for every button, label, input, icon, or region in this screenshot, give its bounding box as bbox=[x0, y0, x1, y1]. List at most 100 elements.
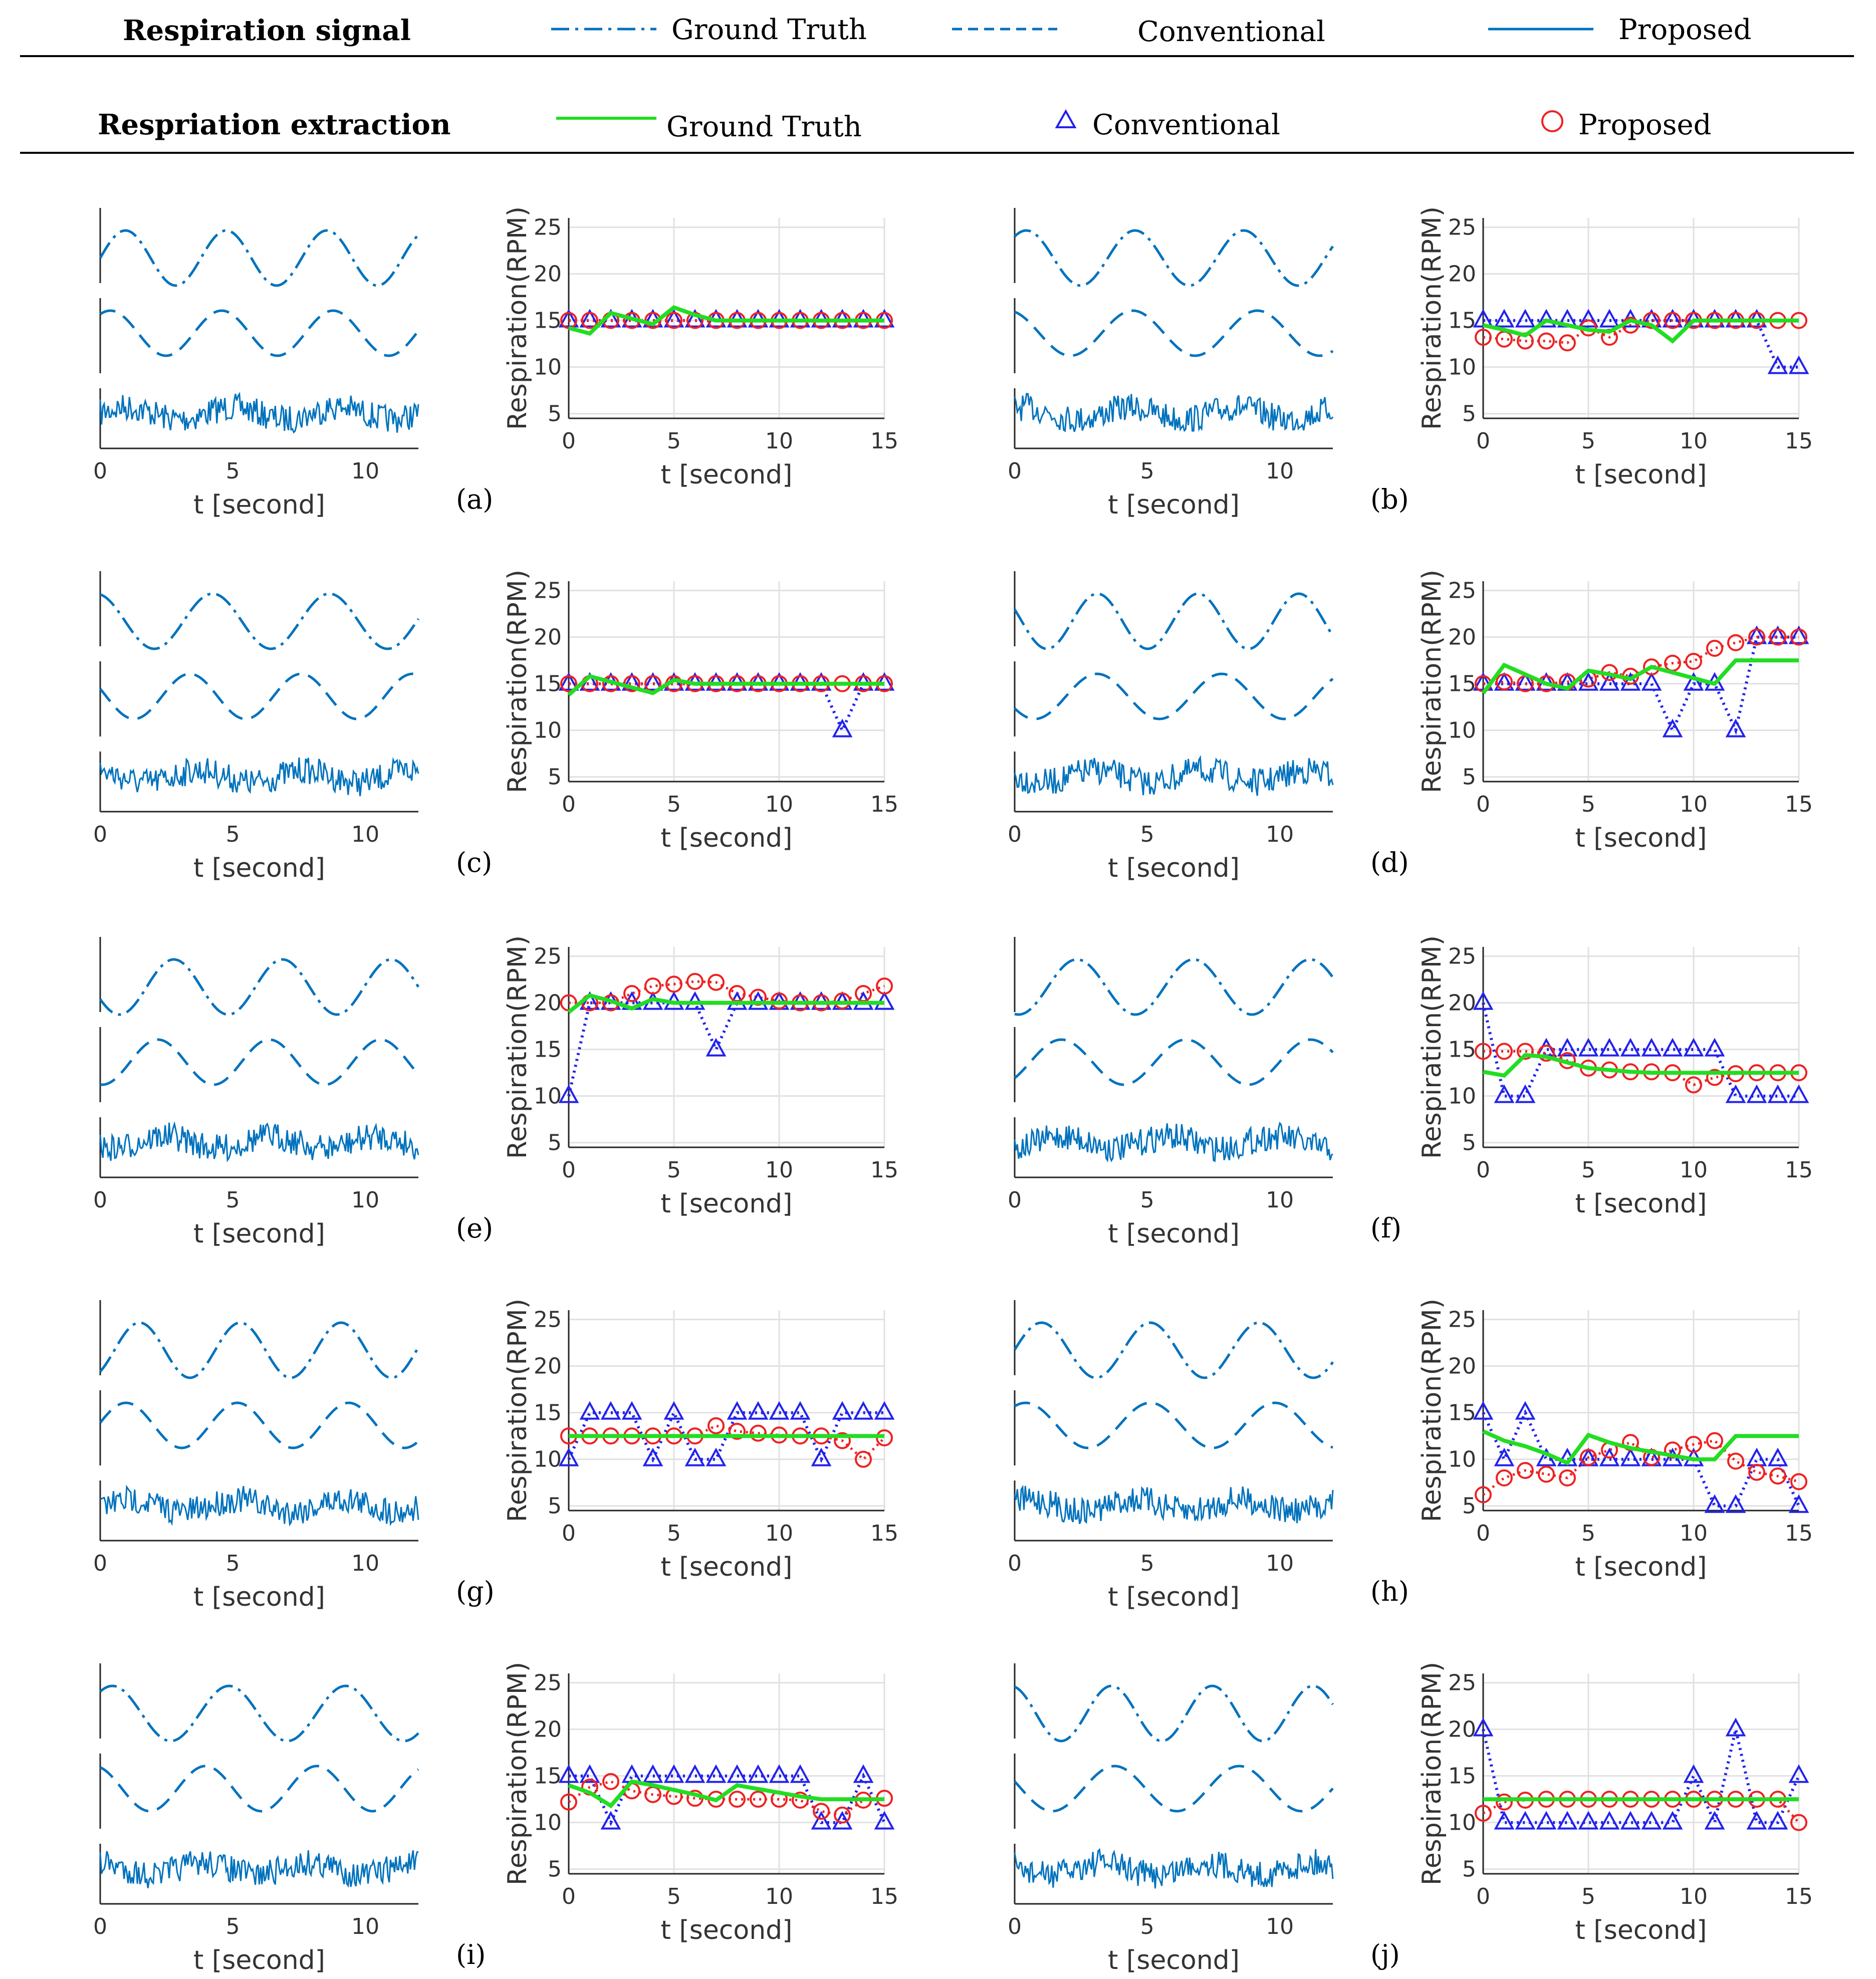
conventional-point bbox=[1641, 1811, 1662, 1830]
y-tick-label: 15 bbox=[1448, 1037, 1476, 1063]
signal-proposed-line bbox=[99, 392, 419, 434]
proposed-point bbox=[1538, 1465, 1555, 1483]
signal-x-tick-label: 5 bbox=[226, 822, 240, 847]
conventional-point bbox=[1746, 1447, 1767, 1466]
signal-proposed-line bbox=[99, 757, 419, 797]
y-tick-label: 5 bbox=[548, 765, 562, 790]
y-tick-label: 20 bbox=[1448, 1354, 1476, 1379]
conventional-point bbox=[1473, 991, 1494, 1010]
signal-ground-truth-line bbox=[99, 958, 420, 1016]
extraction-y-axis-label: Respiration(RPM) bbox=[503, 1299, 533, 1522]
y-tick-label: 10 bbox=[534, 718, 562, 744]
y-tick-label: 25 bbox=[1448, 944, 1476, 969]
x-tick-label: 10 bbox=[1680, 1157, 1708, 1183]
signal-x-axis-label: t [second] bbox=[1108, 853, 1240, 883]
conventional-point bbox=[1557, 1038, 1578, 1057]
x-tick-label: 5 bbox=[1581, 792, 1595, 817]
conventional-point bbox=[1788, 355, 1809, 374]
conventional-point bbox=[874, 1401, 895, 1420]
x-tick-label: 10 bbox=[765, 1521, 793, 1546]
x-tick-label: 0 bbox=[562, 428, 576, 454]
y-tick-label: 15 bbox=[1448, 308, 1476, 334]
signal-x-axis-label: t [second] bbox=[193, 1219, 325, 1249]
signal-x-axis-label: t [second] bbox=[193, 1945, 325, 1975]
proposed-point bbox=[750, 1791, 767, 1808]
extraction-x-axis-label: t [second] bbox=[1575, 1189, 1707, 1219]
conventional-point bbox=[1788, 625, 1809, 644]
y-tick-label: 15 bbox=[1448, 1400, 1476, 1426]
proposed-point bbox=[1769, 1467, 1786, 1485]
legend-extraction-gt-label: Ground Truth bbox=[666, 111, 862, 143]
proposed-point bbox=[1475, 1805, 1492, 1822]
y-tick-label: 5 bbox=[1462, 1494, 1476, 1519]
legend-signal-conv-label: Conventional bbox=[1137, 16, 1325, 48]
conventional-point bbox=[1578, 672, 1599, 691]
proposed-point bbox=[1496, 330, 1513, 348]
signal-x-tick-label: 0 bbox=[93, 1914, 107, 1939]
conventional-point bbox=[642, 1447, 663, 1466]
proposed-point bbox=[1790, 1814, 1807, 1831]
signal-proposed-line bbox=[100, 1485, 419, 1527]
conventional-point bbox=[1662, 718, 1683, 737]
x-tick-label: 15 bbox=[1785, 428, 1813, 454]
signal-proposed-line bbox=[1014, 393, 1334, 432]
y-tick-label: 20 bbox=[534, 262, 562, 287]
x-tick-label: 10 bbox=[1680, 792, 1708, 817]
y-tick-label: 5 bbox=[1462, 1857, 1476, 1882]
proposed-point bbox=[729, 1422, 746, 1440]
panel-label: (d) bbox=[1370, 847, 1409, 878]
signal-x-tick-label: 5 bbox=[1140, 458, 1154, 484]
proposed-point bbox=[1790, 628, 1807, 646]
conventional-point bbox=[1494, 1084, 1515, 1103]
proposed-point bbox=[560, 675, 577, 692]
proposed-point bbox=[1706, 639, 1723, 657]
signal-x-tick-label: 5 bbox=[1140, 1187, 1154, 1213]
conventional-point bbox=[1704, 1494, 1725, 1513]
conventional-point bbox=[1515, 1084, 1536, 1103]
panel-label: (b) bbox=[1370, 483, 1409, 515]
signal-proposed-line bbox=[99, 1850, 419, 1888]
y-tick-label: 25 bbox=[534, 1670, 562, 1696]
ground-truth-series-line bbox=[1483, 1053, 1799, 1078]
x-tick-label: 10 bbox=[765, 792, 793, 817]
signal-x-tick-label: 0 bbox=[1008, 1187, 1022, 1213]
signal-conventional-line bbox=[99, 309, 419, 357]
conventional-point bbox=[684, 1764, 706, 1783]
y-tick-label: 15 bbox=[534, 671, 562, 697]
conventional-point bbox=[663, 1764, 684, 1783]
conventional-point bbox=[1704, 1811, 1725, 1830]
signal-ground-truth-line bbox=[99, 229, 419, 287]
x-tick-label: 5 bbox=[667, 792, 681, 817]
proposed-point bbox=[1685, 1076, 1702, 1094]
conventional-point bbox=[1599, 1447, 1620, 1466]
conventional-point bbox=[1767, 355, 1788, 374]
proposed-point bbox=[560, 1793, 577, 1811]
conventional-point bbox=[1767, 625, 1788, 644]
extraction-y-axis-label: Respiration(RPM) bbox=[1417, 1662, 1447, 1885]
y-tick-label: 15 bbox=[534, 1037, 562, 1063]
proposed-point bbox=[876, 977, 893, 995]
conventional-point bbox=[1473, 1401, 1494, 1420]
conventional-point bbox=[1704, 1038, 1725, 1057]
extraction-y-axis-label: Respiration(RPM) bbox=[1417, 570, 1447, 793]
x-tick-label: 10 bbox=[765, 428, 793, 454]
conventional-point bbox=[1641, 1038, 1662, 1057]
conventional-point bbox=[558, 672, 579, 691]
conventional-series-line bbox=[1483, 319, 1799, 369]
proposed-point bbox=[665, 312, 682, 329]
conventional-point bbox=[663, 309, 684, 328]
proposed-point bbox=[1685, 1435, 1702, 1453]
proposed-point bbox=[1685, 653, 1702, 670]
conventional-point bbox=[1620, 1811, 1641, 1830]
y-tick-label: 25 bbox=[534, 578, 562, 604]
ground-truth-series-line bbox=[568, 305, 884, 336]
proposed-point bbox=[1517, 1043, 1534, 1060]
signal-x-axis-label: t [second] bbox=[1108, 1582, 1240, 1612]
y-tick-label: 10 bbox=[534, 1447, 562, 1472]
conventional-point bbox=[1494, 1447, 1515, 1466]
conventional-point bbox=[1788, 1764, 1809, 1783]
conventional-point bbox=[1662, 1811, 1683, 1830]
